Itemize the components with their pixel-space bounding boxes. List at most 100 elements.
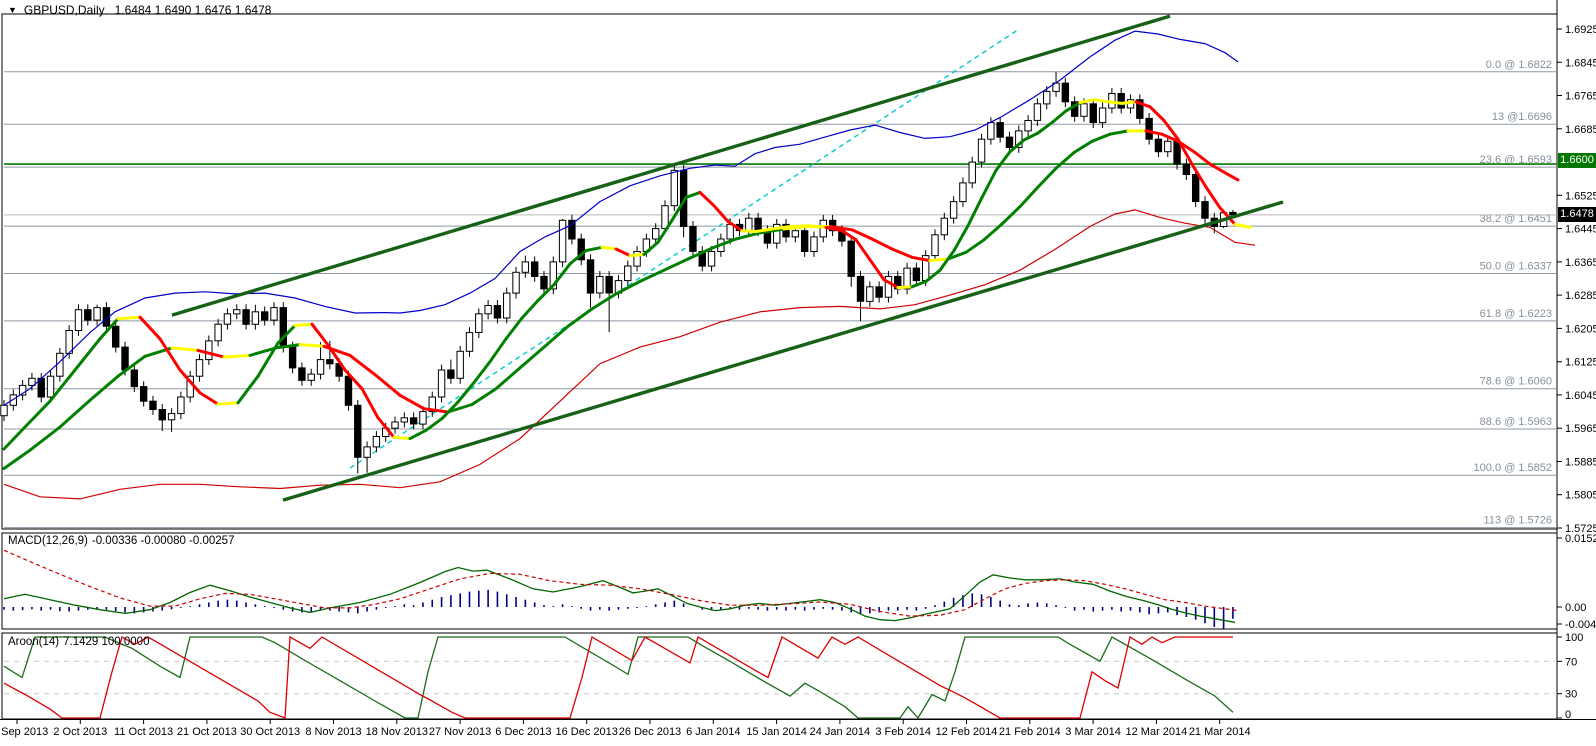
candle (540, 275, 548, 290)
price-axis[interactable]: 1.6925 1.6845 1.6765 1.6685 1.6525 1.6445 1.63… (1557, 24, 1596, 535)
lower-band-line[interactable] (3, 209, 1256, 500)
date-tick-label: 12 Feb 2014 (936, 726, 998, 738)
date-tick-label: 21 Feb 2014 (999, 726, 1061, 738)
candle (223, 313, 232, 325)
price-tick-label: 1.5885 (1565, 457, 1596, 469)
candle (270, 307, 278, 321)
chart-title: ▼ GBPUSD,Daily 1.6484 1.6490 1.6476 1.6478 (8, 3, 271, 17)
aroon-tick-label: 0 (1565, 709, 1571, 721)
candle (1089, 103, 1097, 124)
candles (0, 71, 1237, 474)
symbol-period-label: GBPUSD,Daily (23, 3, 105, 17)
candle (949, 201, 958, 219)
macd-indicator-label: MACD(12,26,9) -0.00336 -0.00080 -0.00257 (8, 535, 238, 547)
candle (987, 122, 995, 140)
fib-level-label: 50.0 @ 1.6337 (1480, 261, 1552, 273)
price-tick-label: 1.6125 (1565, 357, 1596, 369)
candle (596, 275, 604, 294)
fast-trend-ma[interactable] (2, 98, 1252, 451)
candle (46, 375, 55, 398)
price-tick-label: 1.5725 (1565, 523, 1596, 535)
candle (372, 436, 381, 448)
hline-price-badge: 1.6600 (1558, 153, 1596, 168)
candle (56, 352, 64, 377)
candle (28, 377, 36, 386)
candle (465, 332, 474, 352)
blue-ma-line[interactable] (3, 30, 1239, 406)
candle (0, 404, 8, 417)
date-axis[interactable]: 23 Sep 2013 2 Oct 2013 11 Oct 2013 21 Oct 2… (0, 719, 1251, 738)
dashed-trendline[interactable] (349, 29, 1019, 469)
candle (968, 161, 976, 184)
date-tick-label: 2 Oct 2013 (53, 726, 107, 738)
candle (1201, 201, 1209, 219)
price-tick-label: 1.6765 (1565, 91, 1596, 103)
macd-panel[interactable]: 0.0152 0.00 -0.00483 (3, 533, 1596, 631)
candle (447, 369, 455, 379)
fib-level-label: 113 @ 1.5726 (1484, 515, 1552, 527)
date-tick-label: 26 Dec 2013 (619, 726, 681, 738)
candle (1173, 140, 1181, 165)
candle (475, 313, 483, 333)
price-tick-label: 1.5805 (1565, 490, 1596, 502)
candle (251, 311, 260, 325)
candle (512, 271, 520, 294)
candle (1117, 93, 1125, 109)
candle (409, 417, 418, 425)
macd-signal-line (3, 549, 1239, 617)
candle (800, 230, 809, 252)
candle (1229, 211, 1237, 216)
candle (18, 384, 27, 396)
aroon-values: 7.1429 100.0000 (63, 636, 150, 648)
candle (745, 217, 753, 232)
candle (1145, 117, 1153, 140)
candle (121, 346, 129, 371)
candle (456, 350, 464, 379)
candle (996, 122, 1004, 138)
candle (670, 169, 679, 207)
date-tick-label: 21 Mar 2014 (1189, 726, 1251, 738)
candle (856, 275, 865, 302)
candle (112, 325, 120, 348)
candle (586, 259, 595, 294)
candle (400, 417, 409, 423)
candle (344, 375, 353, 406)
candle (977, 138, 986, 163)
macd-tick-label: -0.00483 (1565, 619, 1596, 631)
price-tick-label: 1.6685 (1565, 124, 1596, 136)
candle (242, 309, 250, 325)
candle (1015, 130, 1023, 148)
candle (93, 307, 101, 321)
slow-trend-ma[interactable] (2, 129, 1240, 470)
candle (652, 228, 660, 240)
fib-level-label: 23.6 @ 1.6593 (1480, 154, 1552, 166)
aroon-tick-label: 100 (1565, 632, 1583, 644)
candle (205, 340, 213, 361)
candle (1098, 107, 1107, 124)
current-price-badge: 1.6478 (1558, 207, 1596, 222)
macd-tick-label: 0.00 (1565, 602, 1586, 614)
candle (298, 367, 306, 381)
date-tick-label: 16 Dec 2013 (556, 726, 618, 738)
date-tick-label: 15 Jan 2014 (746, 726, 807, 738)
fib-retracement[interactable]: 0.0 @ 1.6822 13 @1.6696 23.6 @ 1.6593 38.2 … (4, 59, 1557, 529)
price-tick-label: 1.6205 (1565, 323, 1596, 335)
aroon-indicator-label: Aroon(14) 7.1429 100.0000 (8, 636, 153, 648)
candle (884, 275, 893, 298)
date-tick-label: 12 Mar 2014 (1126, 726, 1188, 738)
candle (493, 305, 502, 319)
macd-name: MACD(12,26,9) (8, 535, 88, 547)
candle (754, 217, 762, 232)
channel-trendlines[interactable] (171, 14, 1284, 502)
candle (363, 446, 371, 458)
date-tick-label: 23 Sep 2013 (0, 726, 48, 738)
candle (437, 369, 446, 398)
candle (139, 386, 148, 402)
candle (1164, 140, 1172, 153)
symbol-dropdown-icon[interactable]: ▼ (8, 5, 17, 15)
candle (903, 267, 911, 290)
aroon-panel[interactable]: 100 70 30 0 (3, 632, 1583, 721)
candle (707, 251, 716, 267)
date-tick-label: 6 Dec 2013 (495, 726, 551, 738)
